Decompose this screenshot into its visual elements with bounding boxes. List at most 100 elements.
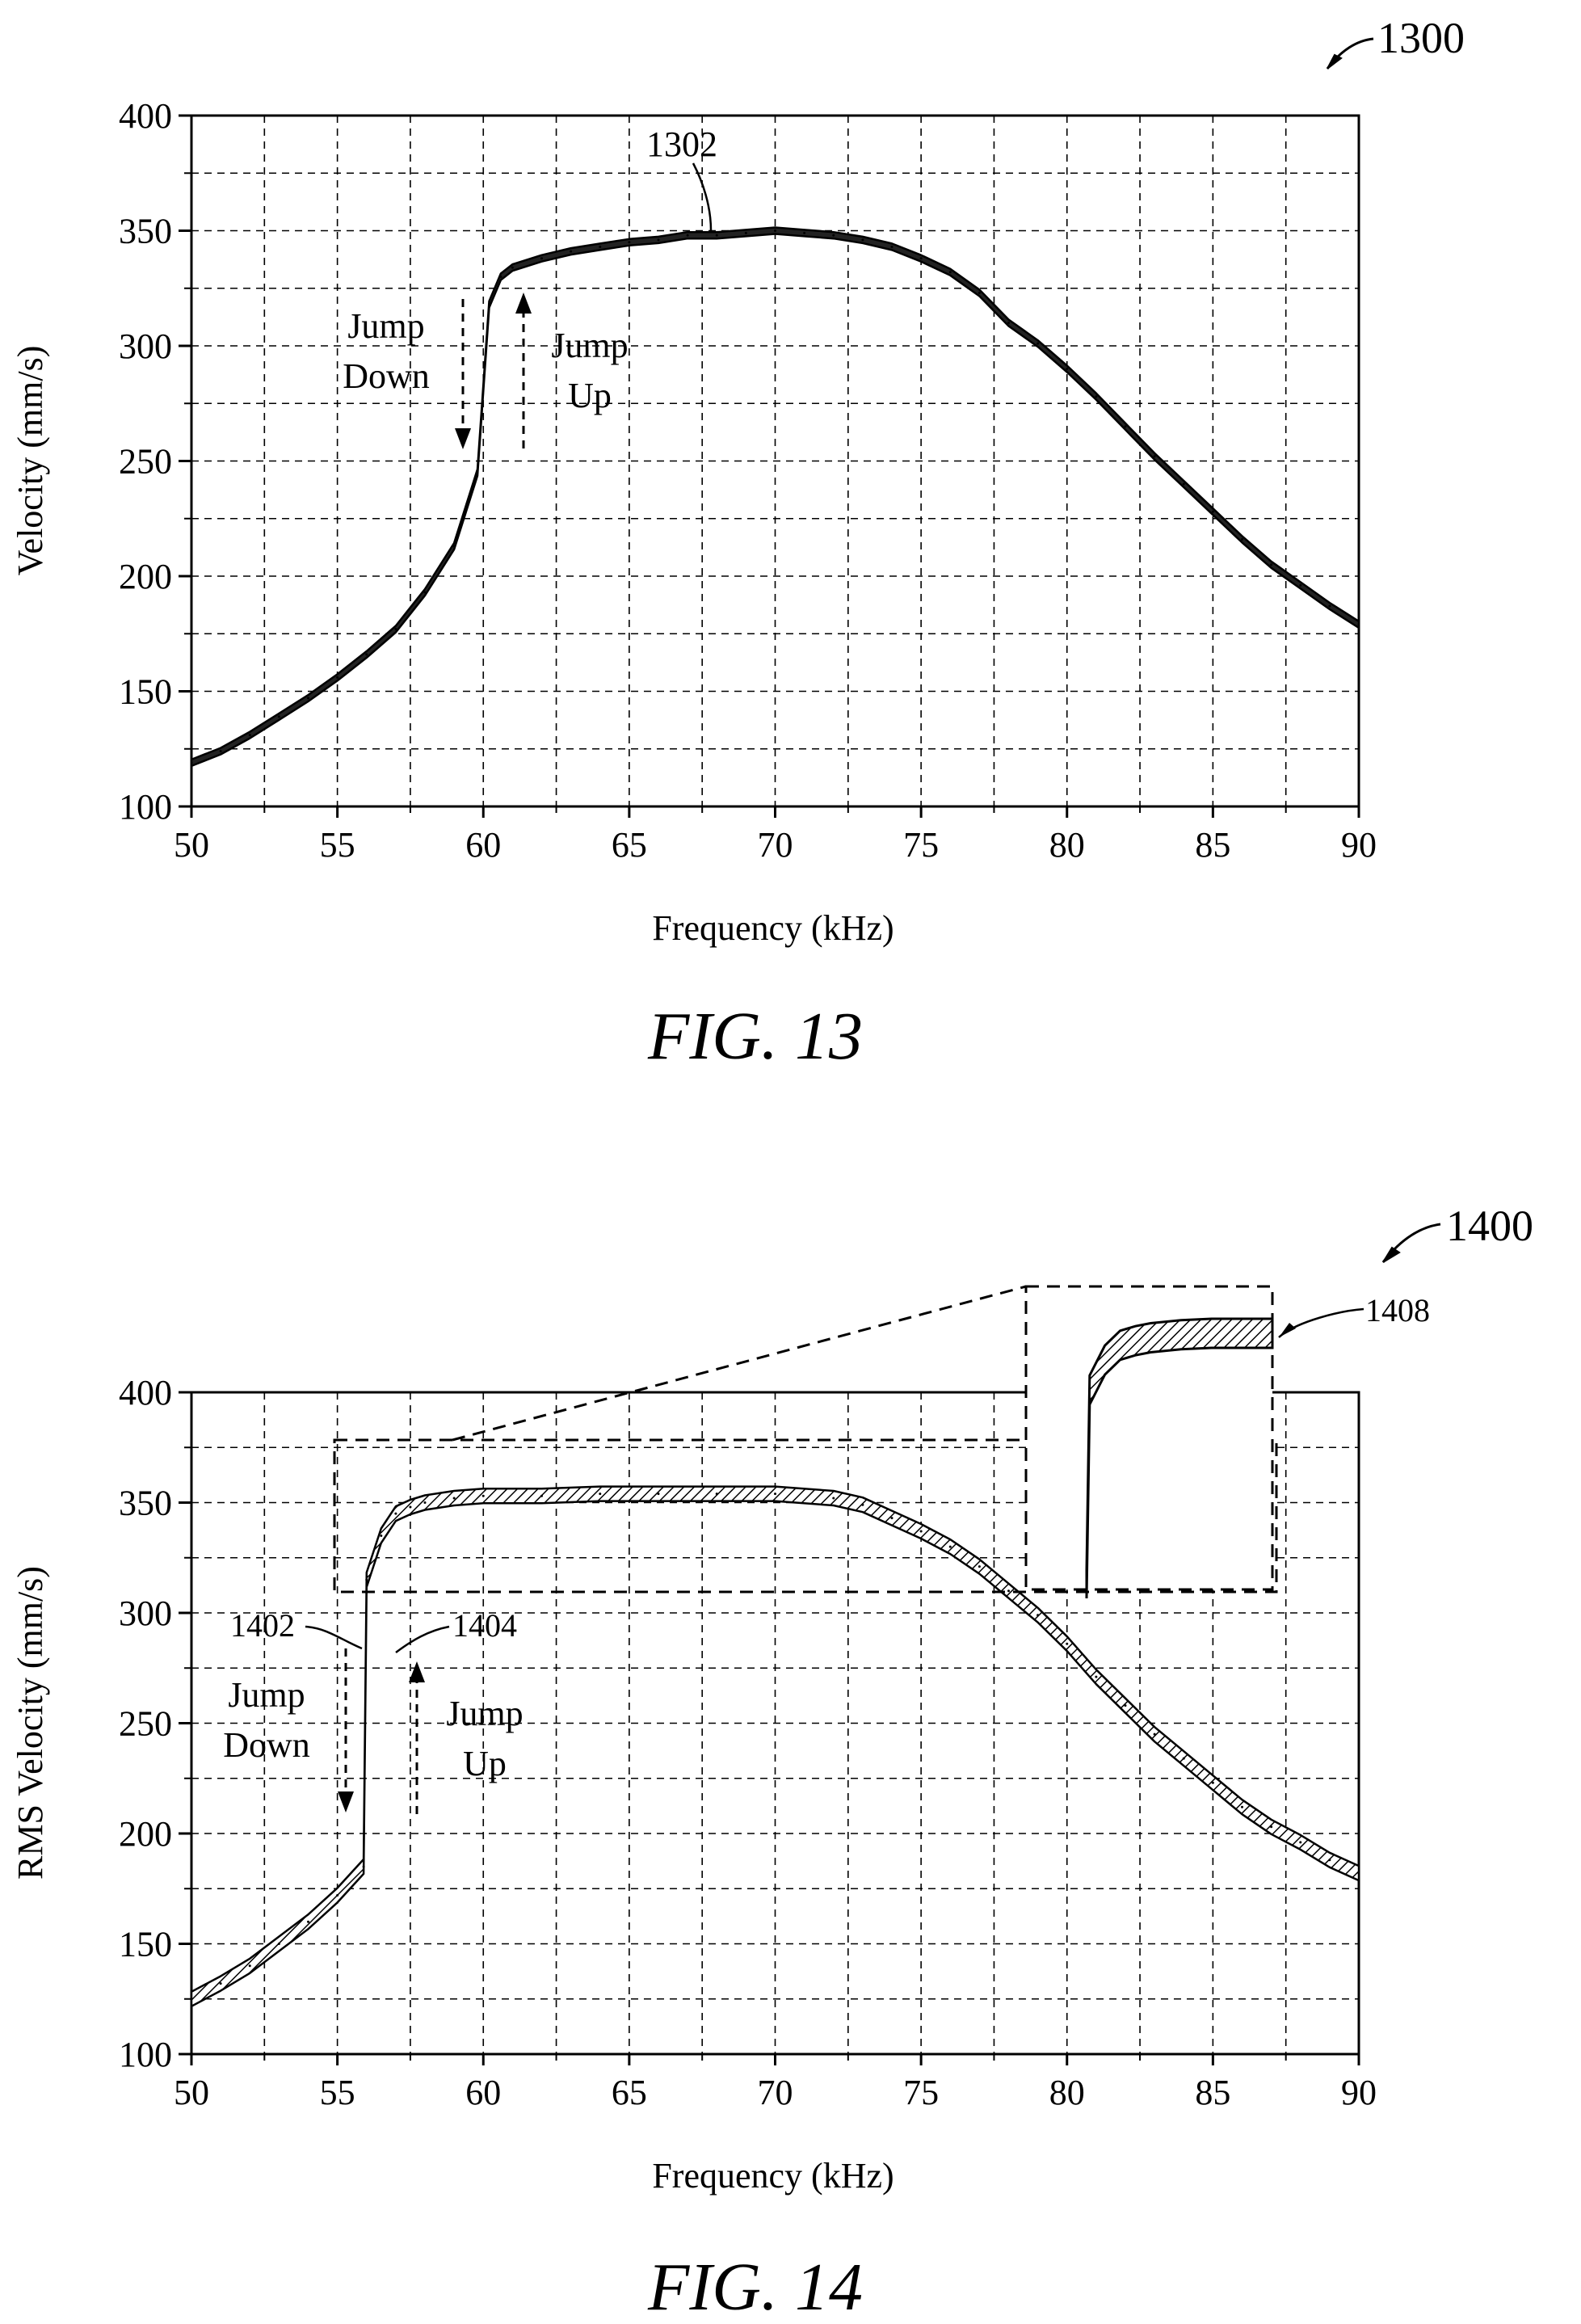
chart-13-data-point bbox=[423, 591, 427, 594]
chart-14-x-axis-label: Frequency (kHz) bbox=[652, 2156, 894, 2196]
chart-13-curve-ref-leader bbox=[692, 162, 713, 231]
chart-13-data-point bbox=[890, 245, 894, 248]
figure-13: 1300 50 55 60 65 70 75 80 85 90 100 150 200 250 300 35… bbox=[11, 14, 1465, 1074]
chart-14-curve-ref-1402-leader bbox=[305, 1625, 363, 1650]
chart-13-xtick-label: 65 bbox=[612, 825, 647, 865]
chart-13-data-point bbox=[511, 266, 514, 269]
chart-13-data-point bbox=[277, 715, 280, 718]
chart-14-data-point bbox=[1241, 1805, 1243, 1808]
chart-13-jump-up-label-2: Up bbox=[568, 376, 612, 415]
chart-13-jump-down-arrowhead bbox=[455, 428, 471, 449]
chart-14-ytick-label: 300 bbox=[119, 1594, 172, 1633]
chart-14-data-point bbox=[1299, 1841, 1302, 1844]
chart-14-curve-ref-1404-leader bbox=[395, 1625, 450, 1654]
chart-13-xtick-label: 70 bbox=[758, 825, 793, 865]
chart-13-data-point bbox=[919, 257, 923, 260]
chart-14-data-point bbox=[832, 1497, 835, 1500]
chart-13-data-point bbox=[744, 231, 747, 234]
chart-14-xtick-label: 70 bbox=[758, 2073, 793, 2112]
chart-14-xtick-label: 55 bbox=[320, 2073, 355, 2112]
chart-13-data-point bbox=[1241, 537, 1243, 541]
chart-14-data-point bbox=[861, 1503, 864, 1506]
chart-13-data-point bbox=[540, 257, 543, 260]
chart-14-xtick-label: 80 bbox=[1049, 2073, 1085, 2112]
chart-14-data-point bbox=[1124, 1704, 1127, 1707]
chart-14-data-point bbox=[657, 1492, 660, 1496]
chart-13-series-band bbox=[190, 226, 1360, 768]
chart-13-data-point bbox=[774, 229, 776, 232]
chart-13-ytick-label: 300 bbox=[119, 326, 172, 366]
chart-13-ytick-label: 350 bbox=[119, 212, 172, 251]
chart-13-x-axis-label: Frequency (kHz) bbox=[652, 908, 894, 948]
chart-14-inset-curve bbox=[1085, 1317, 1274, 1599]
chart-14-data-point bbox=[219, 1982, 222, 1985]
chart-14-data-point bbox=[1095, 1675, 1098, 1678]
chart-13-data-point bbox=[686, 234, 689, 237]
chart-13-xtick-label: 60 bbox=[465, 825, 501, 865]
chart-14-data-point bbox=[715, 1492, 718, 1496]
chart-14-data-point bbox=[248, 1964, 251, 1968]
chart-13-data-point bbox=[1036, 342, 1040, 345]
chart-14-xtick-label: 90 bbox=[1341, 2073, 1377, 2112]
chart-13-y-axis-label: Velocity (mm/s) bbox=[11, 346, 50, 576]
chart-13-data-point bbox=[1095, 395, 1098, 398]
chart-14-data-point bbox=[1036, 1614, 1040, 1617]
chart-13-ticks: 50 55 60 65 70 75 80 85 90 100 150 200 250 300 350 400 bbox=[119, 96, 1377, 865]
chart-13-xtick-label: 85 bbox=[1195, 825, 1230, 865]
chart-14-data-point bbox=[481, 1494, 485, 1497]
chart-13-grid bbox=[191, 116, 1359, 806]
chart-13-data-point bbox=[861, 238, 864, 242]
chart-14-data-point bbox=[1328, 1859, 1331, 1862]
chart-13-data-point bbox=[570, 250, 573, 253]
chart-13-data-point bbox=[499, 276, 502, 278]
chart-14-data-point bbox=[1007, 1589, 1010, 1593]
chart-14-data-point bbox=[190, 1998, 193, 2001]
chart-14-ytick-label: 400 bbox=[119, 1373, 172, 1413]
chart-13-data-point bbox=[628, 241, 631, 244]
chart-14-jump-up-label-2: Up bbox=[463, 1744, 507, 1783]
chart-13-data-point bbox=[1124, 425, 1127, 428]
chart-14-data-point bbox=[948, 1545, 952, 1548]
chart-13-xtick-label: 75 bbox=[903, 825, 939, 865]
chart-14-data-point bbox=[277, 1943, 280, 1945]
chart-14-curve-ref-1404: 1404 bbox=[452, 1607, 517, 1644]
figure-14-caption: FIG. 14 bbox=[647, 2250, 863, 2320]
figure-14: 1400 50 55 60 65 70 75 80 85 90 100 150 200 250 300 35… bbox=[11, 1202, 1533, 2324]
chart-14-inset-ref: 1408 bbox=[1365, 1292, 1430, 1328]
chart-13-data-point bbox=[1270, 563, 1273, 566]
figure-14-reference-arrowhead bbox=[1382, 1246, 1401, 1263]
chart-13-data-point bbox=[1153, 455, 1156, 458]
chart-14-data-point bbox=[540, 1494, 543, 1497]
chart-13-xtick-label: 90 bbox=[1341, 825, 1377, 865]
chart-14-data-point bbox=[307, 1920, 309, 1923]
chart-14-jump-down-label-2: Down bbox=[223, 1725, 310, 1765]
chart-14-data-point bbox=[365, 1578, 368, 1581]
chart-14-xtick-label: 65 bbox=[612, 2073, 647, 2112]
chart-14-data-point bbox=[362, 1865, 365, 1868]
chart-14-data-point bbox=[452, 1497, 456, 1500]
chart-14-data-point bbox=[599, 1492, 602, 1496]
chart-13-data-point bbox=[948, 271, 952, 274]
chart-13-series bbox=[190, 226, 1360, 768]
chart-14-zoom-callout-top bbox=[452, 1285, 1027, 1442]
chart-14-xtick-label: 60 bbox=[465, 2073, 501, 2112]
chart-13-data-point bbox=[1328, 604, 1331, 608]
chart-13-curve-ref: 1302 bbox=[646, 124, 717, 164]
chart-14-data-point bbox=[890, 1517, 894, 1520]
figure-13-reference-arrowhead bbox=[1327, 53, 1343, 69]
chart-13-data-point bbox=[1007, 322, 1010, 324]
chart-13-data-point bbox=[476, 471, 479, 474]
chart-14-data-point bbox=[774, 1492, 776, 1496]
chart-13-xtick-label: 55 bbox=[320, 825, 355, 865]
chart-13-data-point bbox=[365, 653, 368, 656]
chart-14-inset-ref-leader bbox=[1278, 1307, 1364, 1338]
chart-13-data-point bbox=[219, 750, 222, 753]
chart-13-jump-down-label-1: Jump bbox=[347, 306, 424, 346]
chart-13-data-point bbox=[1357, 623, 1360, 626]
chart-14-series bbox=[190, 1485, 1360, 2008]
chart-13-jump-up-label-1: Jump bbox=[551, 326, 628, 365]
chart-14-data-point bbox=[394, 1512, 397, 1515]
chart-14-jump-down-arrowhead bbox=[338, 1791, 354, 1812]
chart-14-xtick-label: 85 bbox=[1195, 2073, 1230, 2112]
